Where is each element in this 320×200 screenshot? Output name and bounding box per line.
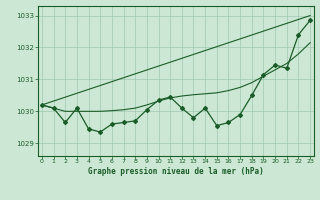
X-axis label: Graphe pression niveau de la mer (hPa): Graphe pression niveau de la mer (hPa) — [88, 167, 264, 176]
